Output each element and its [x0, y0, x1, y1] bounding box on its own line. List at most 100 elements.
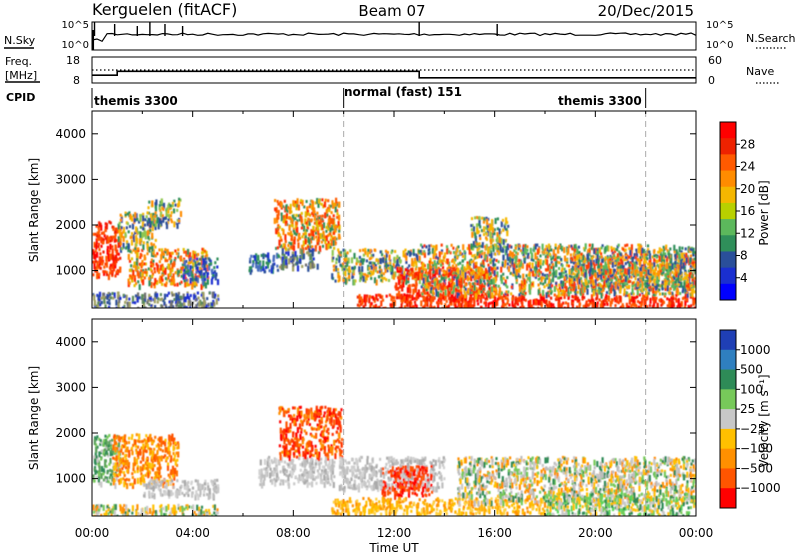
data-cell — [430, 306, 433, 308]
data-cell — [493, 270, 496, 277]
data-cell — [144, 306, 147, 308]
data-cell — [333, 268, 336, 272]
data-cell — [648, 280, 651, 283]
data-cell — [532, 306, 535, 308]
data-cell — [575, 249, 578, 253]
data-cell — [477, 246, 480, 250]
data-cell — [513, 254, 516, 258]
data-cell — [372, 297, 375, 301]
data-cell — [353, 267, 356, 271]
data-cell — [273, 262, 276, 266]
data-cell — [440, 302, 443, 305]
data-cell — [288, 241, 291, 245]
data-cell — [613, 250, 617, 253]
data-cell — [176, 222, 179, 229]
data-cell — [471, 285, 474, 289]
data-cell — [513, 255, 516, 259]
data-cell — [321, 214, 324, 218]
data-cell — [607, 282, 610, 286]
data-cell — [489, 271, 492, 275]
data-cell — [249, 260, 252, 264]
data-cell — [667, 262, 670, 269]
data-cell — [459, 302, 462, 308]
data-cell — [186, 254, 189, 257]
data-cell — [493, 243, 497, 247]
data-cell — [338, 229, 341, 233]
data-cell — [304, 232, 307, 239]
data-cell — [329, 227, 332, 234]
data-cell — [569, 290, 572, 294]
data-cell — [105, 261, 108, 268]
data-cell — [432, 272, 435, 279]
data-cell — [678, 246, 681, 253]
data-cell — [201, 247, 204, 251]
data-cell — [456, 283, 459, 287]
y-tick-label: 3000 — [55, 172, 86, 186]
data-cell — [637, 273, 640, 277]
data-cell — [248, 266, 252, 270]
data-cell — [516, 302, 519, 306]
data-cell — [330, 218, 333, 224]
data-cell — [420, 261, 423, 265]
data-cell — [631, 281, 635, 285]
data-cell — [147, 206, 150, 210]
data-cell — [406, 273, 410, 277]
data-cell — [600, 290, 603, 294]
data-cell — [313, 248, 316, 252]
data-cell — [597, 258, 600, 262]
data-cell — [380, 278, 383, 282]
data-cell — [262, 253, 265, 260]
data-cell — [185, 250, 188, 257]
data-cell — [122, 236, 125, 242]
data-cell — [581, 253, 584, 260]
data-cell — [182, 274, 186, 281]
data-cell — [520, 280, 524, 287]
data-cell — [318, 233, 321, 236]
data-cell — [505, 217, 508, 224]
data-cell — [133, 261, 136, 268]
data-cell — [562, 289, 565, 296]
data-cell — [604, 256, 607, 260]
data-cell — [292, 245, 296, 252]
data-cell — [472, 226, 476, 230]
data-cell — [427, 282, 430, 286]
data-cell — [117, 291, 120, 298]
data-cell — [372, 271, 375, 275]
data-cell — [136, 259, 139, 263]
data-cell — [464, 295, 467, 302]
data-cell — [399, 294, 402, 298]
data-cell — [323, 238, 327, 242]
data-cell — [327, 240, 330, 244]
data-cell — [179, 282, 182, 285]
data-cell — [490, 246, 494, 250]
data-cell — [335, 197, 338, 204]
data-cell — [427, 293, 430, 297]
data-cell — [496, 266, 499, 270]
data-cell — [180, 274, 183, 278]
data-cell — [309, 254, 312, 261]
data-cell — [292, 227, 295, 231]
data-cell — [143, 230, 146, 234]
data-cell — [636, 258, 639, 261]
data-cell — [410, 273, 413, 277]
freq-trace — [92, 70, 696, 79]
data-cell — [416, 271, 419, 275]
data-cell — [474, 256, 477, 260]
data-cell — [167, 291, 170, 295]
data-cell — [136, 217, 139, 221]
data-cell — [108, 249, 111, 253]
data-cell — [195, 304, 198, 308]
data-cell — [129, 268, 132, 272]
data-cell — [574, 262, 577, 269]
data-cell — [217, 294, 220, 298]
data-cell — [448, 287, 451, 291]
data-cell — [448, 250, 451, 254]
data-cell — [522, 305, 525, 308]
data-cell — [423, 244, 426, 248]
data-cell — [375, 258, 378, 262]
data-cell — [398, 285, 402, 289]
data-cell — [688, 288, 691, 292]
data-cell — [102, 231, 105, 235]
data-cell — [490, 238, 493, 245]
data-cell — [281, 246, 284, 249]
